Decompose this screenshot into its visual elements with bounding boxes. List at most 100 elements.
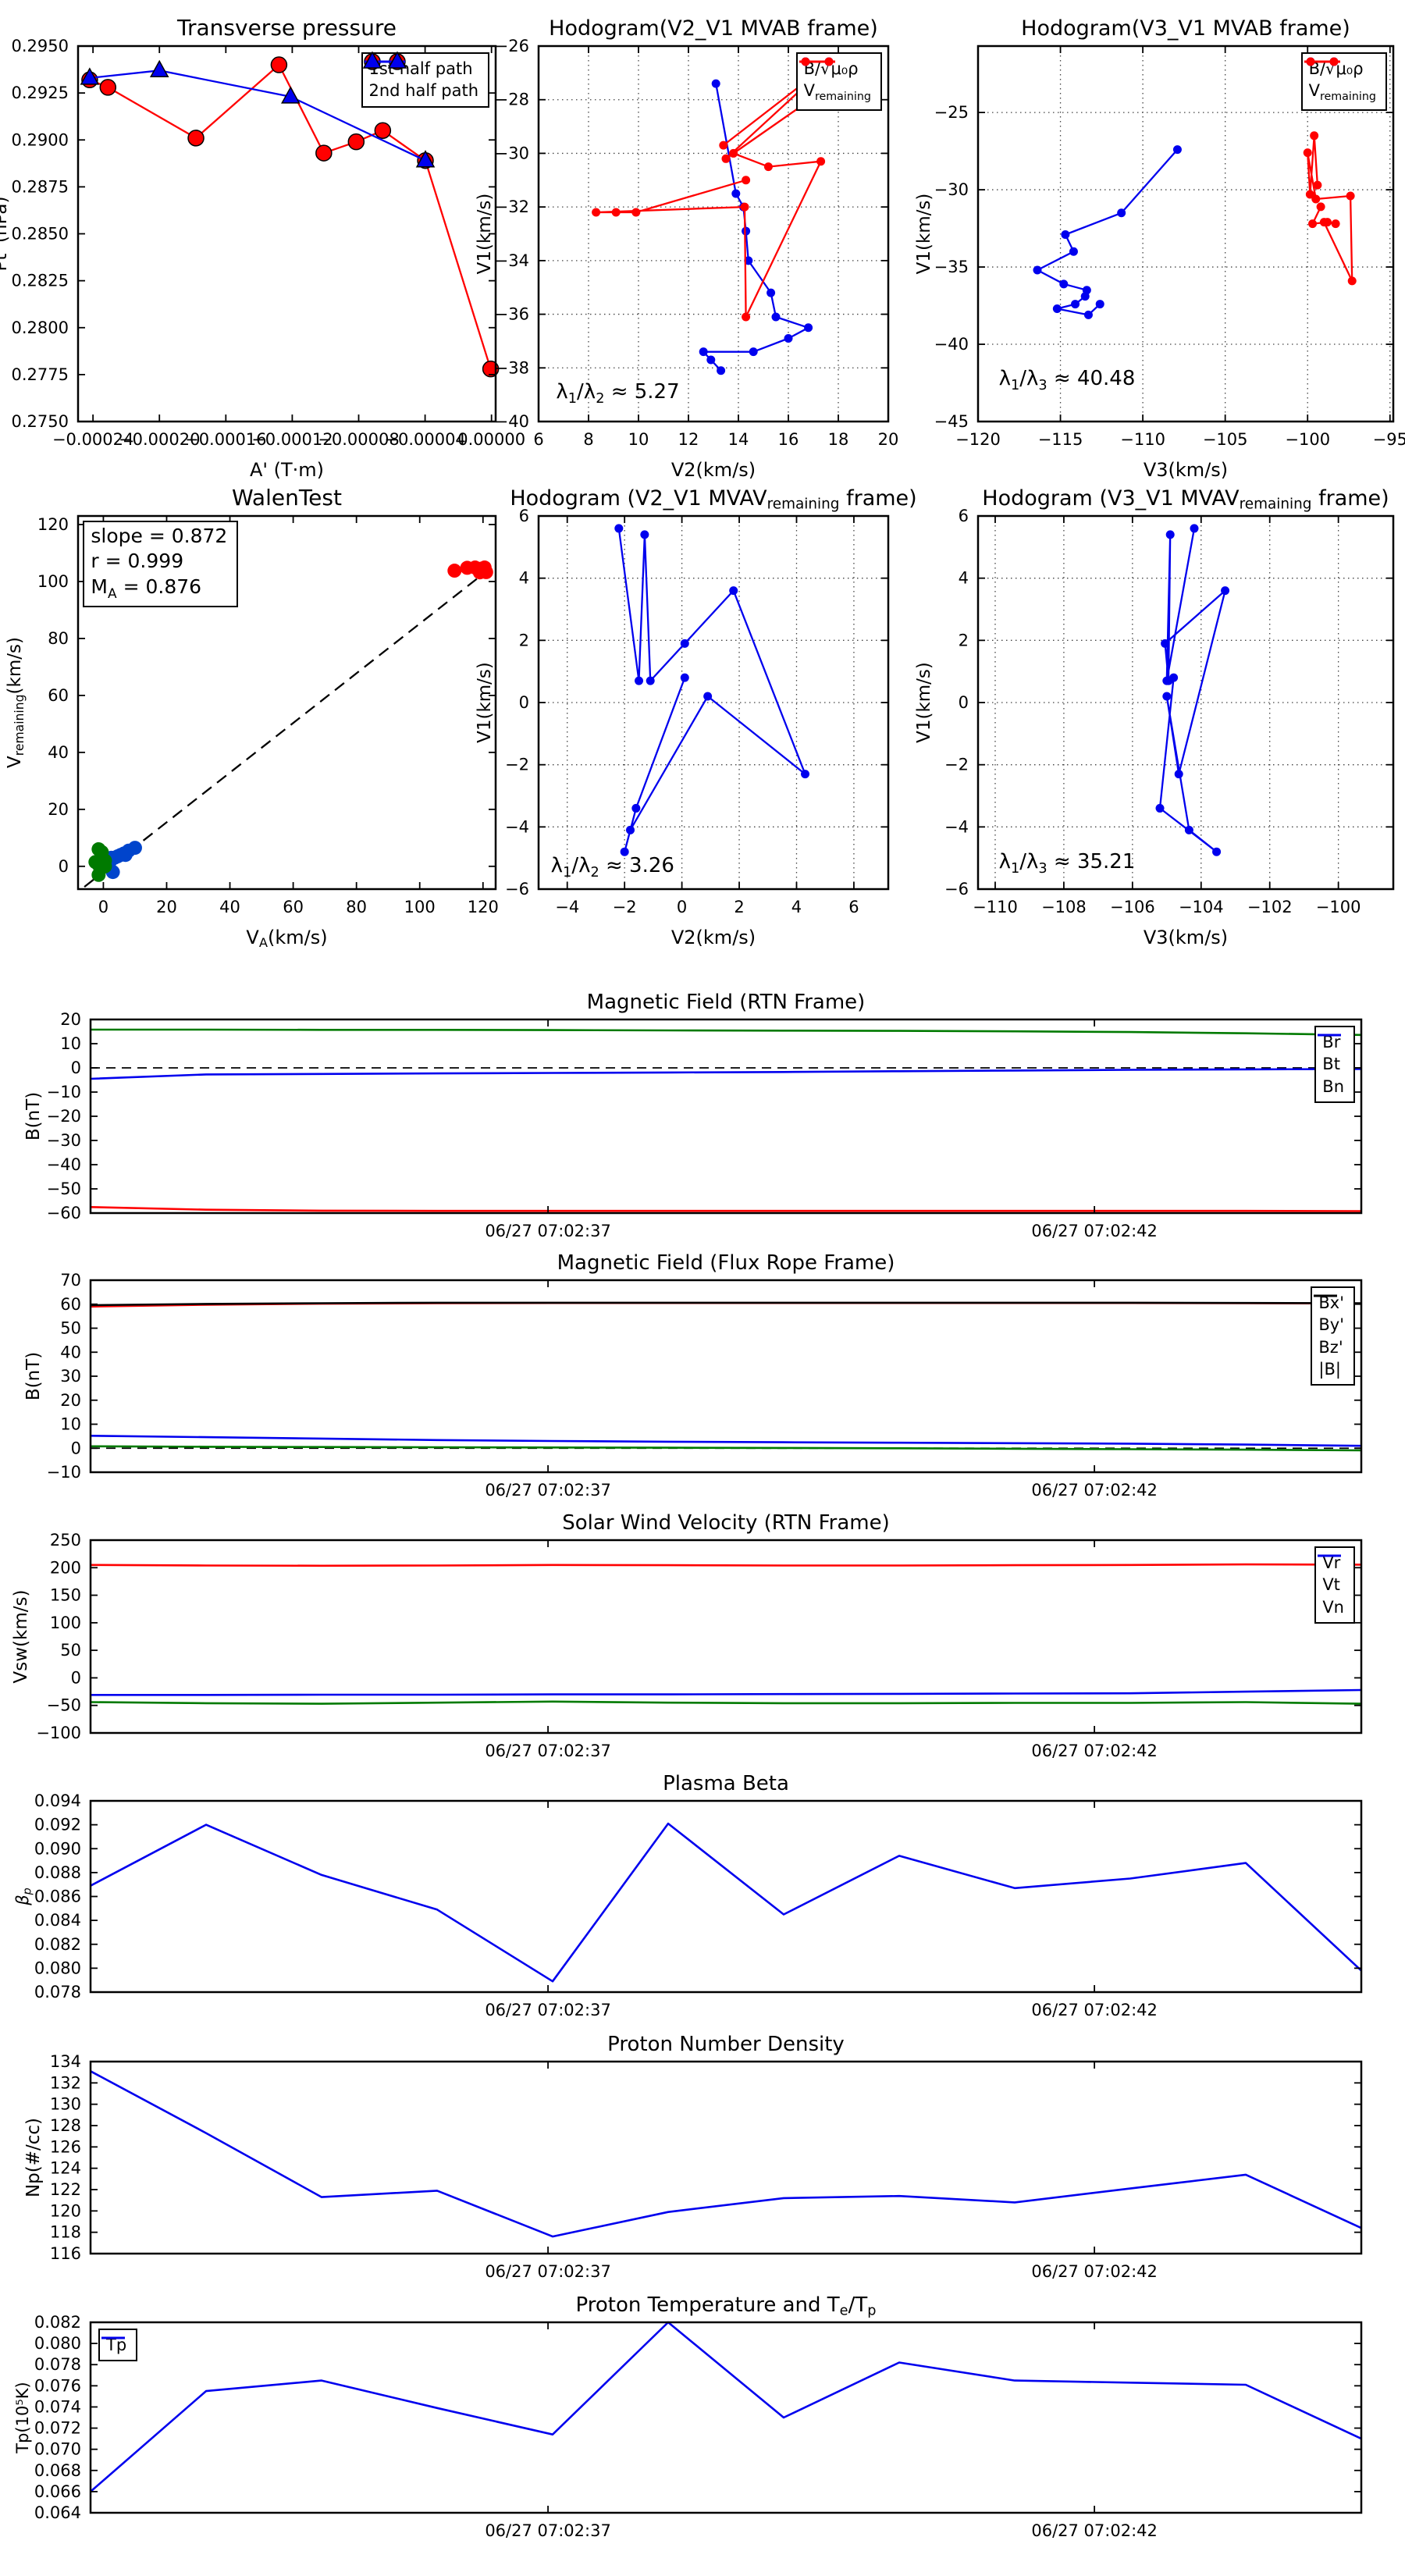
y-tick-label: 20 [60, 1391, 81, 1410]
y-tick-label: 0.2825 [12, 272, 69, 290]
y-tick-label: 0 [71, 1439, 81, 1457]
x-tick-label: 20 [156, 898, 177, 916]
fit-stats-box: slope = 0.872 r = 0.999 MA = 0.876 [83, 520, 239, 607]
y-tick-label: 116 [50, 2244, 81, 2263]
eigenvalue-ratio-annotation: λ1/λ2 ≈ 3.26 [550, 853, 674, 881]
chart-plasma-beta: 06/27 07:02:37 06/27 07:02:42 0.094 0.092 0.… [13, 1772, 1363, 2019]
y-tick-label: −36 [495, 305, 529, 324]
y-tick-label: −50 [47, 1696, 81, 1715]
y-tick-label: 0.2800 [12, 318, 69, 337]
y-tick-label: 0.076 [34, 2376, 81, 2395]
x-axis-label: A' (T·m) [250, 459, 324, 481]
legend: Bx' By' Bz' |B| [1311, 1286, 1355, 1386]
y-tick-label: −4 [944, 817, 969, 836]
legend-item: Bz' [1314, 1294, 1344, 1358]
legend: Br Bt Bn [1314, 1026, 1355, 1104]
y-tick-label: 4 [959, 569, 969, 588]
y-tick-label: 0.2850 [12, 225, 69, 244]
x-axis-label: V3(km/s) [1144, 459, 1228, 481]
x-axis-label: V2(km/s) [671, 927, 756, 948]
x-tick-label: 06/27 07:02:42 [1031, 1742, 1158, 1760]
y-tick-label: −34 [495, 251, 529, 270]
legend: Vr Vt Vn [1314, 1546, 1355, 1624]
y-tick-label: 0.2925 [12, 84, 69, 102]
y-tick-label: −30 [47, 1131, 81, 1150]
x-tick-label: 06/27 07:02:37 [485, 1222, 611, 1240]
x-tick-label: −100 [1316, 898, 1361, 916]
y-tick-label: −2 [944, 756, 969, 774]
x-tick-label: 06/27 07:02:37 [485, 1742, 611, 1760]
magnetic-field-flux-rope-canvas: 06/27 07:02:37 06/27 07:02:42 70 60 50 40 30 20… [23, 1251, 1363, 1500]
legend-label: By' [1318, 1315, 1344, 1335]
x-tick-label: −110 [973, 898, 1018, 916]
y-axis-label: V1(km/s) [475, 194, 495, 275]
y-tick-label: 120 [37, 515, 69, 534]
chart-title: Hodogram (V2_V1 MVAVremaining frame) [510, 486, 916, 513]
legend-label: Bt [1322, 1055, 1340, 1074]
plasma-beta-canvas: 06/27 07:02:37 06/27 07:02:42 0.094 0.092 0.… [13, 1772, 1363, 2019]
x-tick-label: −95 [1373, 430, 1405, 449]
y-tick-label: 0.080 [34, 2334, 81, 2353]
x-tick-label: −0.00012 [251, 430, 333, 449]
y-tick-label: 0.072 [34, 2419, 81, 2438]
x-tick-label: −0.00016 [185, 430, 266, 449]
y-tick-label: 0.2950 [12, 37, 69, 55]
x-tick-label: 40 [219, 898, 240, 916]
y-axis-label: Vsw(km/s) [11, 1590, 31, 1684]
x-tick-label: −110 [1120, 430, 1165, 449]
y-tick-label: 50 [60, 1641, 81, 1660]
y-tick-label: −10 [47, 1083, 81, 1101]
x-tick-label: 12 [678, 430, 699, 449]
y-axis-label: V1(km/s) [914, 662, 934, 743]
y-tick-label: 0.068 [34, 2461, 81, 2480]
hodogram-v2v1-mvab-canvas: 6 8 10 12 14 16 18 20 −40 −38 −36 −34 −32 −30 −28 −26 Ho… [475, 16, 898, 481]
y-tick-label: 0.2900 [12, 130, 69, 149]
legend-label: Br [1322, 1033, 1341, 1051]
chart-title: Hodogram(V2_V1 MVAB frame) [549, 16, 878, 41]
y-tick-label: −40 [47, 1155, 81, 1174]
y-tick-label: −38 [495, 358, 529, 377]
y-tick-label: 0.080 [34, 1959, 81, 1977]
legend-label: Vremaining [1308, 81, 1376, 104]
chart-hodogram-v3v1-mvab: −120 −115 −110 −105 −100 −95 −45 −40 −35 −30 −25 Ho… [914, 16, 1405, 481]
y-tick-label: 50 [60, 1319, 81, 1338]
y-axis-label: Tp(10⁵K) [13, 2382, 32, 2453]
x-tick-label: 16 [778, 430, 799, 449]
y-tick-label: −28 [495, 91, 529, 109]
x-tick-label: 10 [628, 430, 649, 449]
y-tick-label: −50 [47, 1179, 81, 1198]
y-tick-label: 0.090 [34, 1839, 81, 1858]
x-tick-label: −105 [1203, 430, 1248, 449]
y-tick-label: 200 [50, 1558, 81, 1577]
y-tick-label: 80 [48, 629, 69, 648]
y-tick-label: 20 [48, 800, 69, 819]
chart-title: Proton Temperature and Te/Tp [576, 2293, 877, 2318]
x-tick-label: −102 [1247, 898, 1293, 916]
x-tick-label: −115 [1038, 430, 1083, 449]
chart-hodogram-v2v1-mvab: 6 8 10 12 14 16 18 20 −40 −38 −36 −34 −32 −30 −28 −26 Ho… [475, 16, 898, 481]
x-tick-label: 80 [346, 898, 367, 916]
y-tick-label: 130 [50, 2095, 81, 2114]
y-tick-label: 0.066 [34, 2482, 81, 2501]
legend-item: Bn [1318, 1034, 1344, 1098]
solar-wind-velocity-canvas: 06/27 07:02:37 06/27 07:02:42 250 200 150 100… [11, 1511, 1363, 1760]
legend-item: Bt [1318, 1034, 1344, 1075]
y-tick-label: −32 [495, 197, 529, 216]
chart-title: Proton Number Density [607, 2033, 845, 2056]
x-tick-label: −120 [955, 430, 1001, 449]
y-tick-label: −45 [934, 412, 969, 431]
y-tick-label: −10 [47, 1463, 81, 1482]
eigenvalue-ratio-annotation: λ1/λ3 ≈ 35.21 [998, 849, 1136, 877]
y-tick-label: 0.082 [34, 1935, 81, 1954]
legend-item: Vt [1318, 1554, 1344, 1596]
x-tick-label: 100 [404, 898, 436, 916]
legend-item: 2nd half path [362, 51, 478, 101]
x-tick-label: −0.00008 [318, 430, 399, 449]
eigenvalue-ratio-annotation: λ1/λ2 ≈ 5.27 [556, 380, 680, 407]
chart-solar-wind-velocity: 06/27 07:02:37 06/27 07:02:42 250 200 150 100… [11, 1511, 1363, 1760]
y-tick-label: 0.088 [34, 1863, 81, 1882]
x-tick-label: 06/27 07:02:42 [1031, 2521, 1158, 2540]
y-tick-label: 40 [60, 1343, 81, 1361]
legend-label: Vn [1322, 1597, 1344, 1617]
legend-label: Bn [1322, 1076, 1344, 1096]
